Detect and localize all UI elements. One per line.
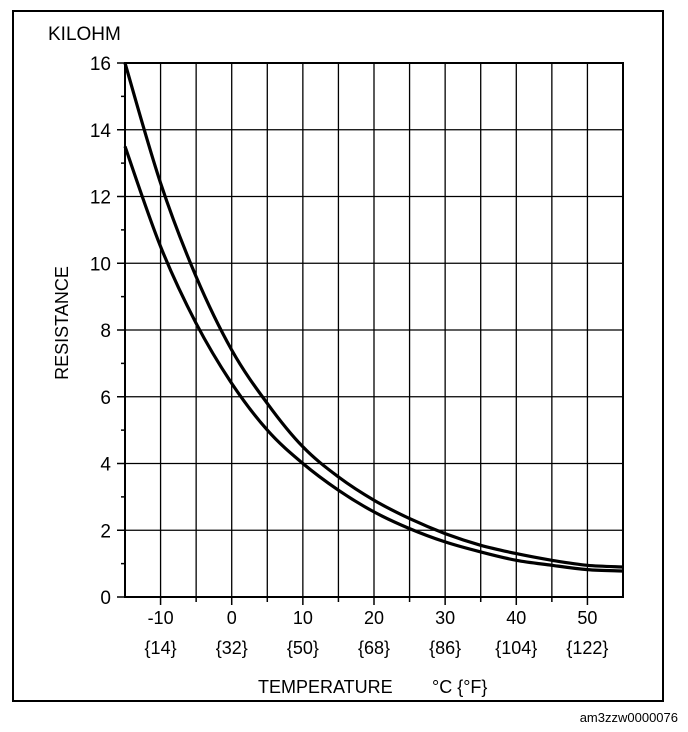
- x-tick-label-celsius: 50: [577, 608, 597, 628]
- y-tick-label: 4: [100, 455, 111, 476]
- x-tick-label-celsius: 40: [506, 608, 526, 628]
- y-unit-label: KILOHM: [48, 24, 121, 45]
- x-axis-unit: °C {°F}: [432, 677, 487, 697]
- lower-limit-curve: [123, 145, 624, 573]
- y-tick-label: 10: [90, 254, 111, 275]
- x-tick-label-celsius: -10: [148, 608, 174, 628]
- y-tick-label: 6: [100, 388, 111, 409]
- y-tick-label: 2: [100, 521, 111, 542]
- x-tick-label-fahrenheit: {50}: [287, 638, 319, 658]
- y-tick-label: 16: [90, 54, 111, 75]
- x-tick-label-fahrenheit: {68}: [358, 638, 390, 658]
- axis-ticks: 0 2 4 6 8 10 12 14 16 -10 {14} 0 {32} 10 {50} 20 {68} 30 {…: [90, 54, 609, 658]
- grid: [125, 63, 623, 597]
- x-tick-label-fahrenheit: {104}: [495, 638, 537, 658]
- x-tick-label-fahrenheit: {14}: [145, 638, 177, 658]
- chart-frame: [12, 10, 664, 702]
- figure-code: am3zzw0000076: [579, 710, 678, 725]
- y-tick-label: 8: [100, 321, 111, 342]
- x-tick-label-celsius: 0: [227, 608, 237, 628]
- x-tick-label-fahrenheit: {86}: [429, 638, 461, 658]
- series-lines: [123, 62, 624, 573]
- x-tick-label-celsius: 10: [293, 608, 313, 628]
- x-tick-label-celsius: 30: [435, 608, 455, 628]
- x-tick-label-fahrenheit: {122}: [566, 638, 608, 658]
- y-tick-label: 0: [100, 588, 111, 609]
- x-tick-label-celsius: 20: [364, 608, 384, 628]
- x-axis-label: TEMPERATURE: [258, 677, 393, 697]
- y-tick-label: 14: [90, 121, 112, 142]
- upper-limit-curve: [123, 62, 624, 569]
- y-axis-label: RESISTANCE: [52, 266, 72, 380]
- x-tick-label-fahrenheit: {32}: [216, 638, 248, 658]
- y-tick-label: 12: [90, 188, 111, 209]
